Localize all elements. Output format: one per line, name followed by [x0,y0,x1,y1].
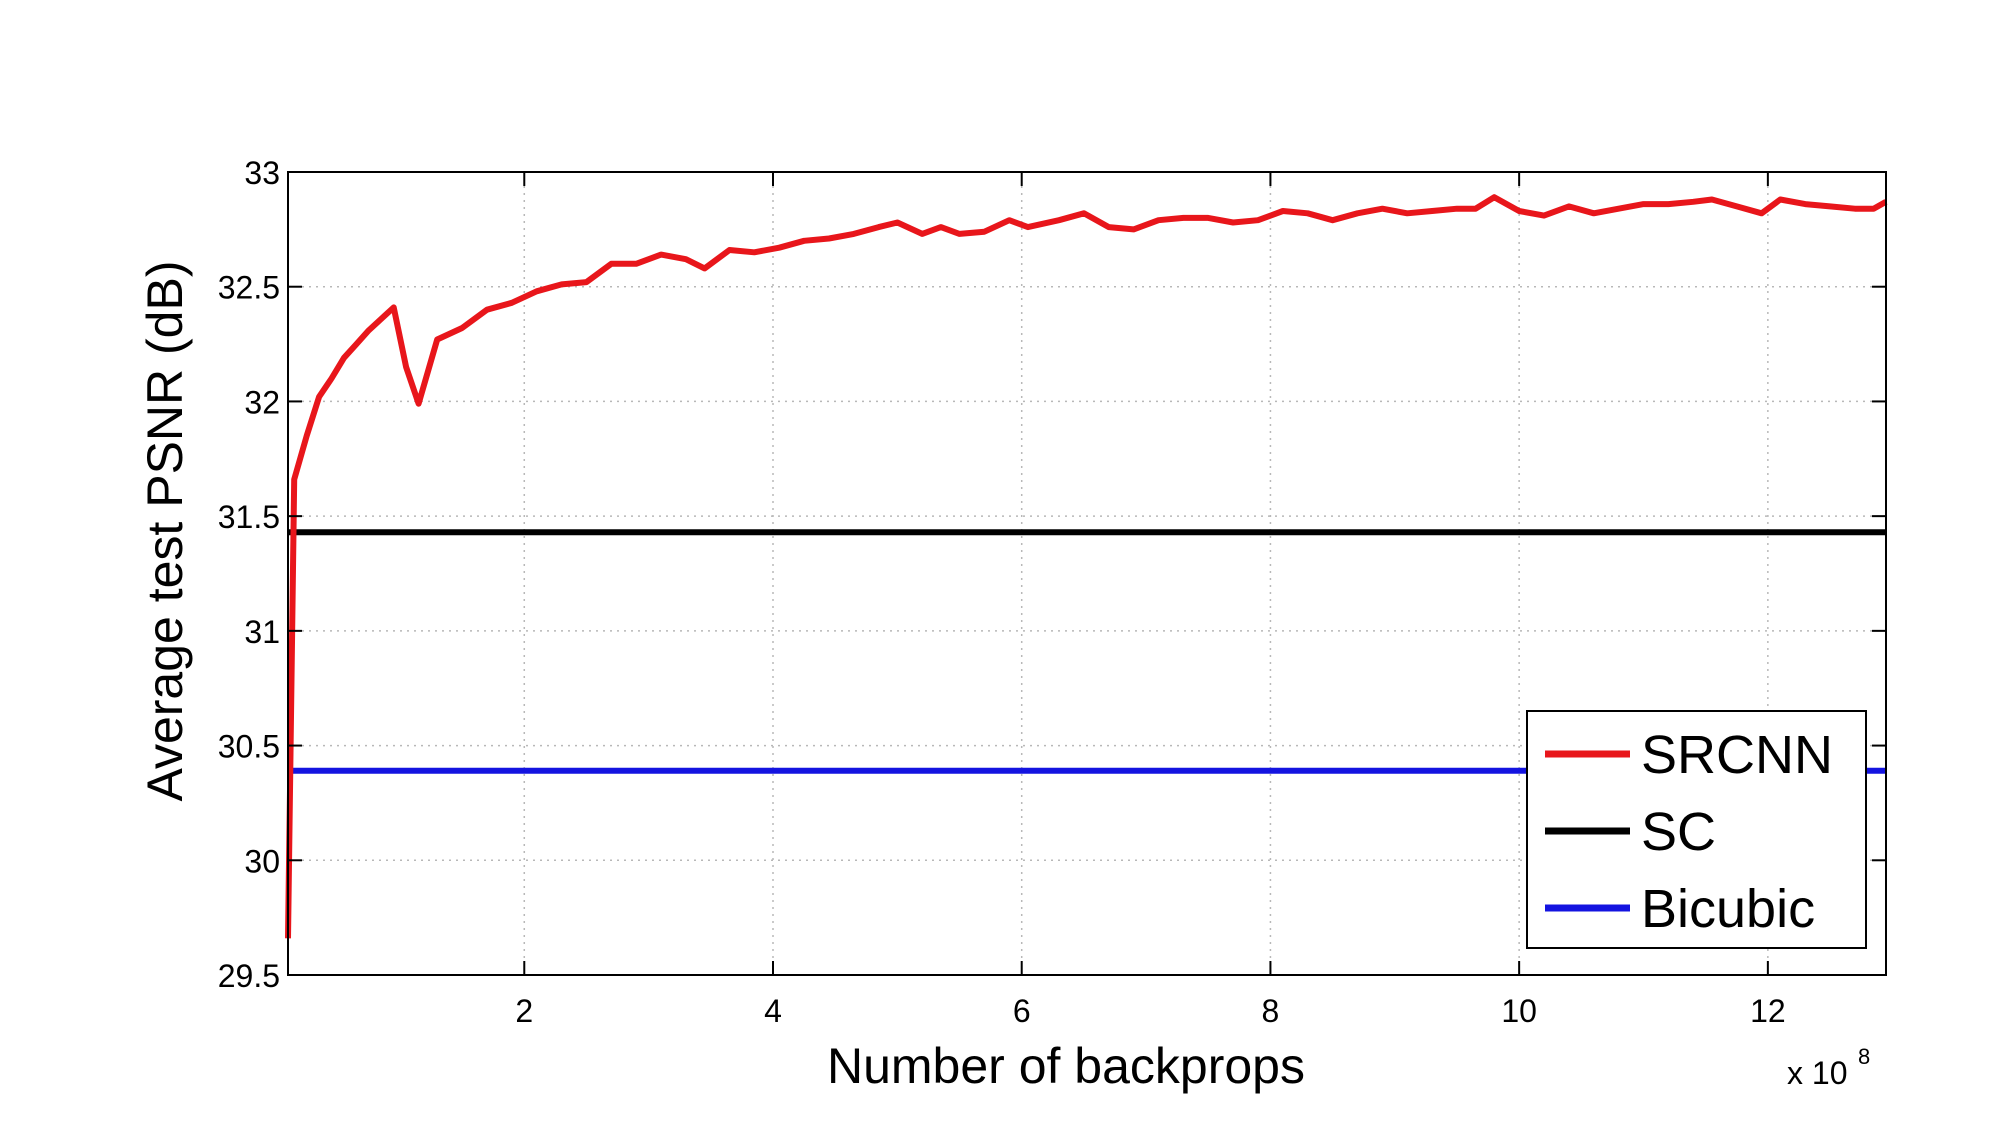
y-tick-label: 30.5 [218,729,280,765]
x-axis-multiplier: x 10 8 [1787,1044,1870,1091]
y-tick-label: 32 [244,384,280,420]
grid-lines [288,172,1886,975]
x-tick-label: 12 [1750,993,1786,1029]
x-axis-label: Number of backprops [827,1038,1305,1094]
x-multiplier-base: x 10 [1787,1055,1847,1091]
legend-label-bicubic: Bicubic [1641,879,1815,939]
y-tick-label: 33 [244,155,280,191]
x-tick-label: 8 [1262,993,1280,1029]
legend-label-srcnn: SRCNN [1641,725,1833,785]
series-line-srcnn [285,194,1888,939]
x-tick-label: 4 [764,993,782,1029]
axis-ticks [288,171,1886,976]
x-tick-label: 6 [1013,993,1031,1029]
y-tick-label: 29.5 [218,958,280,994]
x-tick-label: 2 [515,993,533,1029]
legend-label-sc: SC [1641,802,1716,862]
y-axis-label: Average test PSNR (dB) [137,261,193,802]
x-tick-label: 10 [1501,993,1537,1029]
legend: SRCNN SC Bicubic [1526,710,1867,949]
y-tick-label: 31 [244,614,280,650]
x-multiplier-exponent: 8 [1858,1044,1870,1069]
y-tick-label: 30 [244,843,280,879]
y-tick-label: 31.5 [218,499,280,535]
axis-tick-labels: 2 4 6 8 10 12 29.5 30 30.5 31 31.5 32 32.5 33 [218,155,1786,1029]
plot-frame [287,171,1887,976]
y-tick-label: 32.5 [218,270,280,306]
